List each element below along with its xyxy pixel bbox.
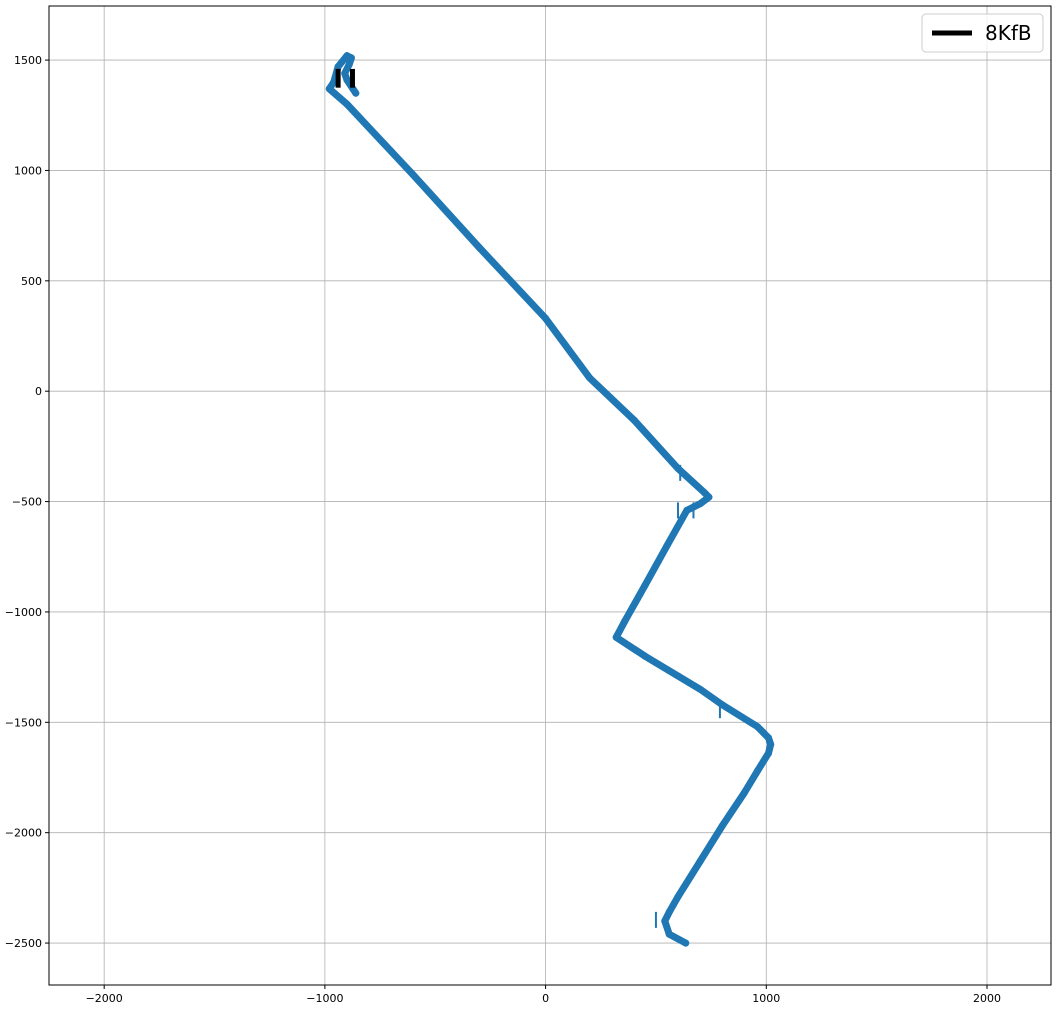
y-tick-label: −2000 [5, 827, 42, 840]
trajectory-point [764, 734, 772, 742]
trajectory-point [705, 493, 713, 501]
y-tick-label: 0 [35, 385, 42, 398]
y-tick-label: −1500 [5, 716, 42, 729]
x-tick-label: 0 [542, 992, 549, 1005]
trajectory-point [663, 542, 671, 550]
trajectory-point [696, 500, 704, 508]
x-tick-label: 2000 [973, 992, 1001, 1005]
trajectory-point [696, 857, 704, 865]
legend: 8KfB [921, 13, 1044, 53]
trajectory-point [665, 908, 673, 916]
y-tick-label: 1000 [14, 164, 42, 177]
y-tick-label: 500 [21, 275, 42, 288]
trajectory-point [352, 89, 360, 97]
trajectory-point [345, 60, 353, 68]
trajectory-point [641, 581, 649, 589]
trajectory-point [740, 789, 748, 797]
trajectory-point [641, 652, 649, 660]
trajectory-point [621, 617, 629, 625]
trajectory-point [683, 506, 691, 514]
trajectory-point [343, 76, 351, 84]
y-tick-label: −2500 [5, 937, 42, 950]
trajectory-point [764, 749, 772, 757]
trajectory-point [542, 314, 550, 322]
trajectory-point [475, 244, 483, 252]
trajectory-point [700, 489, 708, 497]
trajectory-point [409, 171, 417, 179]
trajectory-point [753, 723, 761, 731]
trajectory-point [330, 78, 338, 86]
trajectory-point [661, 917, 669, 925]
legend-label: 8KfB [985, 21, 1032, 45]
trajectory-point [343, 100, 351, 108]
y-tick-label: −1000 [5, 606, 42, 619]
x-tick-label: −1000 [306, 992, 343, 1005]
trajectory-point [665, 930, 673, 938]
x-tick-label: −2000 [86, 992, 123, 1005]
trajectory-point [347, 54, 355, 62]
trajectory-point [341, 69, 349, 77]
trajectory-point [696, 685, 704, 693]
trajectory-point [718, 822, 726, 830]
trajectory-point [630, 416, 638, 424]
trajectory-point [334, 63, 342, 71]
trajectory-point [767, 740, 775, 748]
trajectory-point [753, 767, 761, 775]
trajectory-point [612, 633, 620, 641]
axes: −2000 −1000 0 1000 2000 1500 1000 500 0 −500 −1000… [5, 5, 1052, 1005]
trajectory-point [586, 374, 594, 382]
trajectory-point [325, 85, 333, 93]
trajectory-point [674, 672, 682, 680]
data-group [325, 52, 775, 947]
trajectory-point [682, 939, 690, 947]
legend-box [921, 13, 1044, 53]
plot-area [49, 6, 1051, 985]
trajectory-point [674, 893, 682, 901]
axes-frame [48, 5, 1052, 986]
y-tick-label: 1500 [14, 54, 42, 67]
x-tick-label: 1000 [752, 992, 780, 1005]
y-tick-label: −500 [12, 496, 42, 509]
